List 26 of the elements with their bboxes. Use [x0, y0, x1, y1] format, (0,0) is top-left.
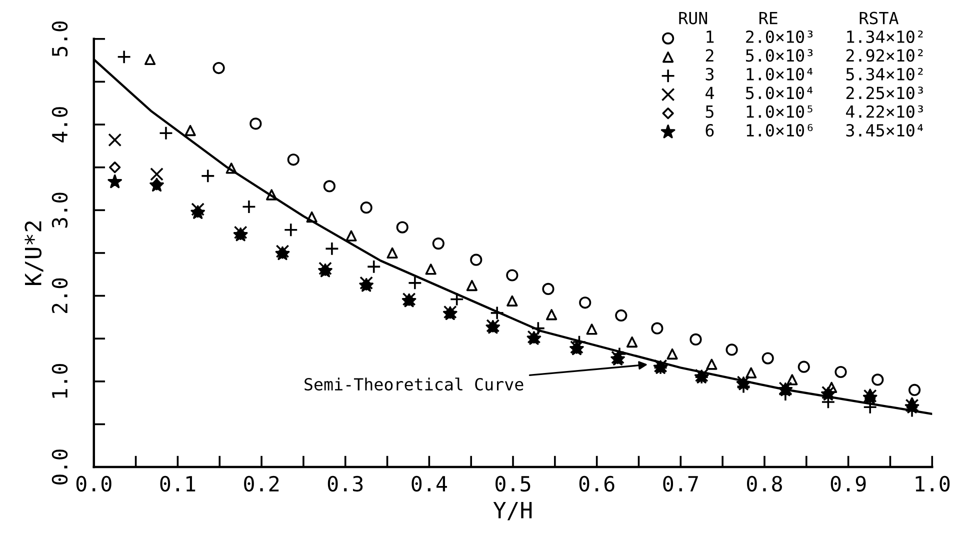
x-tick-label: 0.9: [830, 476, 866, 492]
x-tick-label: 0.4: [412, 476, 447, 492]
x-tick-label: 0.6: [579, 476, 614, 492]
legend-title: RUN RE RSTA: [679, 12, 899, 24]
x-tick-label: 0.7: [663, 476, 698, 492]
x-tick-label: 0.2: [244, 476, 279, 492]
y-axis-title: K/U*2: [24, 221, 44, 285]
x-tick-label: 0.0: [76, 476, 112, 492]
x-tick-label: 1.0: [916, 476, 950, 492]
x-axis-title: Y/H: [493, 502, 532, 520]
x-tick-label: 0.1: [160, 476, 196, 492]
legend-label: 3 1.0×10⁴ 5.34×10²: [706, 68, 923, 80]
x-tick-label: 0.8: [747, 476, 782, 492]
y-tick-label: 1.0: [52, 364, 68, 398]
legend-label: 5 1.0×10⁵ 4.22×10³: [706, 105, 923, 118]
legend-label: 6 1.0×10⁶ 3.45×10⁴: [706, 124, 923, 137]
x-tick-label: 0.3: [328, 476, 363, 492]
annotation: Semi-Theoretical Curve: [304, 378, 524, 391]
y-tick-label: 3.0: [52, 192, 68, 228]
y-tick-label: 4.0: [52, 107, 68, 142]
legend-label: 2 5.0×10³ 2.92×10²: [706, 49, 923, 62]
legend-label: 1 2.0×10³ 1.34×10²: [706, 30, 923, 44]
legend-label: 4 5.0×10⁴ 2.25×10³: [706, 86, 923, 100]
x-tick-label: 0.5: [496, 476, 530, 492]
y-tick-label: 5.0: [52, 21, 68, 56]
y-tick-label: 2.0: [52, 278, 68, 314]
